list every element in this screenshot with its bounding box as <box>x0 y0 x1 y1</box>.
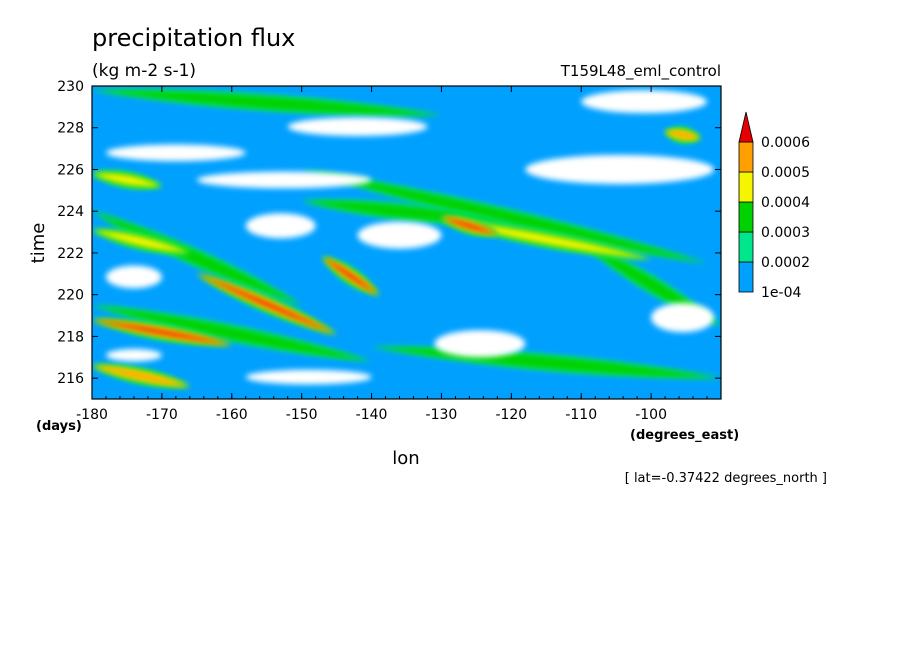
y-tick-label: 220 <box>57 288 84 304</box>
x-tick-label: -100 <box>635 407 667 423</box>
dry-region <box>105 348 162 362</box>
precip-band <box>92 229 190 254</box>
colorbar-label: 0.0003 <box>761 225 810 241</box>
x-axis-ticks: -180 -170 -160 -150 -140 -130 -120 -110 -100 <box>76 86 722 423</box>
precip-level-6 <box>322 257 379 295</box>
dry-region <box>287 117 428 137</box>
x-tick-label: -180 <box>76 407 108 423</box>
precip-level-4 <box>92 173 162 187</box>
x-tick-label: -150 <box>286 407 318 423</box>
x-axis-label: lon <box>392 448 419 469</box>
colorbar-label: 0.0004 <box>761 195 810 211</box>
colorbar: 1e-04 0.0002 0.0003 0.0004 0.0005 0.0006 <box>738 111 810 301</box>
run-label: T159L48_eml_control <box>560 62 721 81</box>
chart-units: (kg m-2 s-1) <box>92 61 196 81</box>
precip-band <box>92 89 442 116</box>
precip-level-6 <box>196 273 337 335</box>
precip-level-3 <box>301 169 708 264</box>
precip-band <box>196 273 337 335</box>
precip-level-4 <box>92 229 190 253</box>
precip-band <box>441 219 652 260</box>
precip-band <box>92 170 162 190</box>
y-tick-label: 224 <box>57 204 84 220</box>
colorbar-label: 0.0002 <box>761 255 810 271</box>
precip-band <box>441 215 498 236</box>
colorbar-label: 1e-04 <box>761 285 801 301</box>
dry-region <box>196 171 372 189</box>
x-tick-label: -130 <box>426 407 458 423</box>
precip-level-6 <box>441 217 498 235</box>
precip-level-6 <box>92 319 232 345</box>
precip-level-3 <box>92 90 442 116</box>
dry-region <box>581 90 708 114</box>
footnote: [ lat=-0.37422 degrees_north ] <box>625 471 827 486</box>
chart-title: precipitation flux <box>92 24 295 52</box>
precip-level-5 <box>665 131 701 139</box>
y-tick-label: 218 <box>57 329 84 345</box>
x-tick-label: -160 <box>216 407 248 423</box>
y-tick-label: 228 <box>57 121 84 137</box>
y-tick-label: 226 <box>57 162 84 178</box>
precip-band <box>92 305 372 362</box>
colorbar-swatch <box>738 201 754 233</box>
colorbar-label: 0.0006 <box>761 135 810 151</box>
x-tick-label: -110 <box>565 407 597 423</box>
y-tick-label: 216 <box>57 371 84 387</box>
plot-area <box>92 86 721 399</box>
dry-region <box>105 144 246 162</box>
precip-level-4 <box>441 219 652 260</box>
precip-contours <box>92 89 721 388</box>
colorbar-label: 0.0005 <box>761 165 810 181</box>
precip-band <box>92 364 190 388</box>
x-tick-label: -170 <box>146 407 178 423</box>
y-tick-label: 230 <box>57 79 84 95</box>
dry-region <box>434 330 526 358</box>
precip-band <box>322 257 379 295</box>
colorbar-swatch <box>738 261 754 293</box>
x-tick-label: -120 <box>495 407 527 423</box>
colorbar-swatch <box>738 141 754 173</box>
colorbar-swatch <box>738 171 754 203</box>
precip-level-5 <box>92 365 190 387</box>
dry-region <box>357 221 442 249</box>
colorbar-swatch <box>738 231 754 263</box>
precip-band <box>665 126 701 144</box>
dry-region <box>651 303 715 333</box>
y-units-label: (days) <box>36 419 82 434</box>
precip-level-3 <box>92 305 372 362</box>
dry-region <box>105 265 162 289</box>
colorbar-max-arrow <box>738 111 754 143</box>
x-units-label: (degrees_east) <box>630 428 739 443</box>
y-axis-ticks: 216 218 220 222 224 226 228 230 <box>57 79 721 387</box>
plot-frame <box>91 85 722 400</box>
dry-region <box>245 213 316 239</box>
precip-band <box>301 169 708 264</box>
y-axis-label: time <box>28 223 49 264</box>
dry-region <box>525 154 715 185</box>
precip-band <box>92 319 232 346</box>
y-tick-label: 222 <box>57 246 84 262</box>
dry-region <box>245 369 372 385</box>
x-tick-label: -140 <box>356 407 388 423</box>
